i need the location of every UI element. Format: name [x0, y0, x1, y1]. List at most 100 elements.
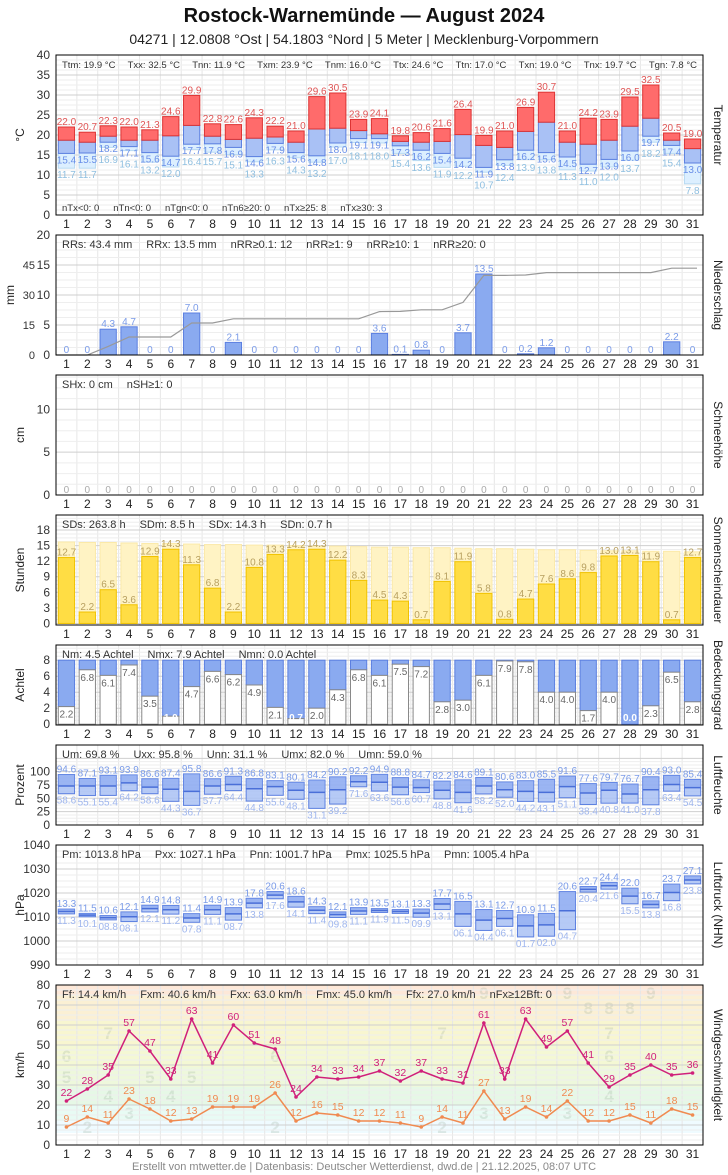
label-min: 44.8: [245, 803, 265, 814]
bar-sunshine: [537, 583, 556, 624]
x-tick-day: 17: [394, 217, 408, 231]
label-min: 06.1: [453, 928, 473, 939]
beaufort-band-3: [56, 1105, 703, 1121]
x-tick-day: 9: [230, 357, 237, 371]
label-tmin: 14.6: [245, 159, 265, 170]
bar-cloud: [183, 659, 201, 688]
bar-upper: [642, 776, 659, 790]
x-tick-day: 1: [63, 497, 70, 511]
bar-upper: [517, 914, 534, 926]
x-tick-day: 30: [665, 627, 679, 641]
plot-frame: [55, 514, 704, 626]
x-tick-day: 20: [456, 497, 470, 511]
bar-tmin: [162, 135, 180, 157]
stat-value: SDm: 8.5 h: [140, 519, 195, 531]
point-gust: [148, 1049, 152, 1053]
bar-upper: [246, 898, 263, 904]
bar-tmax: [245, 117, 263, 139]
point-gust: [315, 1075, 319, 1079]
bar-clear: [308, 707, 326, 725]
label-gust: 34: [311, 1063, 323, 1075]
stat-value: Pmn: 1005.4 hPa: [444, 849, 530, 861]
point-gust: [252, 1041, 257, 1045]
label-mean: 27: [478, 1077, 490, 1089]
label-tmin: 12.7: [578, 166, 598, 177]
x-tick-day: 25: [561, 967, 575, 981]
plot-frame: [55, 984, 704, 1146]
label-cloud: 6.5: [665, 675, 679, 686]
label-snow: 0: [565, 485, 571, 496]
label-cloud: 2.0: [310, 711, 324, 722]
x-tick-day: 20: [456, 967, 470, 981]
x-tick-day: 3: [105, 1147, 112, 1161]
label-snow: 0: [189, 485, 195, 496]
bar-clear: [516, 661, 535, 725]
x-tick-day: 10: [248, 357, 262, 371]
label-cloud: 2.8: [435, 705, 449, 716]
x-tick-day: 7: [188, 357, 195, 371]
y-tick-label: 20: [37, 128, 51, 142]
bar-upper: [559, 776, 576, 787]
x-tick-day: 30: [665, 1147, 679, 1161]
bar-cloud: [370, 659, 389, 676]
bar-tmin: [224, 138, 243, 148]
x-tick-day: 9: [230, 627, 237, 641]
label-min: 55.1: [78, 798, 98, 809]
bar-tmin: [621, 125, 639, 152]
label-cloud: 6.2: [226, 678, 240, 689]
label-gust: 22: [61, 1087, 73, 1099]
point-mean: [544, 1115, 549, 1119]
bar-sunshine: [266, 553, 284, 624]
label-sunshine: 2.2: [226, 602, 240, 613]
point-gust: [669, 1073, 674, 1077]
label-tmax: 30.7: [537, 82, 557, 93]
label-mean: 19: [520, 1093, 532, 1105]
y-tick-label: 75: [37, 778, 51, 792]
label-max: 77.6: [578, 774, 598, 785]
bar-tmax: [391, 135, 410, 142]
label-tmin: 13.8: [495, 162, 515, 173]
x-tick-day: 5: [147, 627, 154, 641]
bar-cloud: [391, 659, 410, 665]
label-min: 11.5: [391, 915, 410, 926]
point-gust: [398, 1079, 403, 1083]
label-tmax: 20.7: [78, 122, 98, 133]
label-tgn: 14.3: [286, 166, 306, 177]
label-cloud: 7.8: [519, 665, 533, 676]
point-mean: [252, 1105, 257, 1109]
bar-tmin: [391, 140, 410, 147]
x-tick-day: 24: [540, 1147, 554, 1161]
x-tick-day: 14: [331, 357, 345, 371]
bar-upper: [684, 779, 701, 788]
stat-value: nTx≥25: 8: [284, 203, 326, 214]
label-max: 94.6: [57, 765, 77, 776]
label-max: 22.7: [578, 877, 598, 888]
bar-sunshine: [308, 548, 326, 624]
x-tick-day: 10: [248, 727, 262, 741]
bar-upper: [371, 774, 388, 783]
point-mean: [106, 1121, 110, 1125]
y-tick-label: 990: [30, 958, 50, 972]
x-tick-day: 18: [415, 627, 429, 641]
label-tgn: 12.2: [453, 171, 473, 182]
label-cloud: 1.0: [164, 713, 178, 724]
y-tick-label: 3: [43, 601, 50, 615]
label-tgn: 13.2: [307, 169, 327, 180]
bar-tmin: [370, 133, 389, 140]
bar-sunshine: [579, 572, 597, 624]
x-tick-day: 29: [644, 627, 658, 641]
label-tgn: 18.2: [641, 149, 661, 160]
label-cloud: 0.0: [623, 713, 637, 724]
bar-clear: [370, 674, 389, 725]
x-tick-day: 25: [561, 827, 575, 841]
y2-tick-label: 30: [23, 290, 35, 302]
bar-tmin: [308, 128, 326, 157]
label-tmax: 19.8: [391, 126, 411, 137]
label-precip: 0: [147, 345, 153, 356]
x-tick-day: 12: [289, 967, 303, 981]
label-mean: 9: [418, 1113, 424, 1125]
bar-clear: [391, 663, 410, 725]
label-max: 11.5: [537, 903, 556, 914]
x-tick-day: 25: [561, 357, 575, 371]
x-tick-day: 27: [602, 827, 616, 841]
